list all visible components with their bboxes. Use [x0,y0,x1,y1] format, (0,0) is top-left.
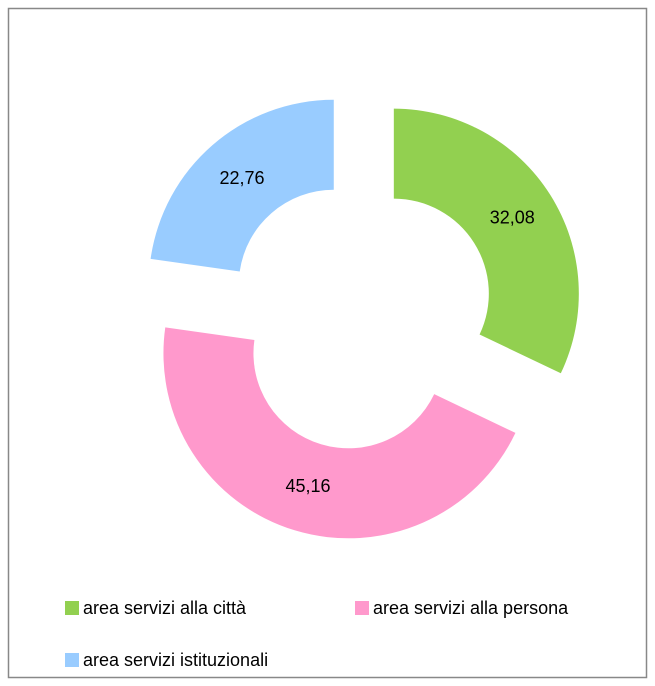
legend-swatch [65,653,79,667]
donut-segment [393,108,579,374]
legend-label: area servizi alla persona [373,598,569,618]
legend-swatch [65,601,79,615]
legend-label: area servizi alla città [83,598,247,618]
donut-segment [150,99,334,272]
data-label: 22,76 [219,168,264,188]
data-label: 32,08 [490,208,535,228]
data-label: 45,16 [286,476,331,496]
donut-segment [163,327,516,539]
legend-swatch [355,601,369,615]
legend-label: area servizi istituzionali [83,650,268,670]
